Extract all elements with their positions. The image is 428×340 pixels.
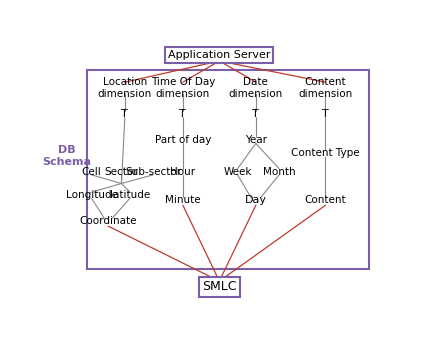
Text: T: T (122, 109, 128, 119)
Text: Part of day: Part of day (155, 135, 211, 145)
Text: Application Server: Application Server (168, 50, 270, 60)
Text: Content Type: Content Type (291, 148, 360, 158)
Text: T: T (322, 109, 329, 119)
Text: latitude: latitude (110, 190, 150, 200)
Text: Hour: Hour (170, 167, 196, 177)
Text: Month: Month (263, 167, 295, 177)
Text: Cell: Cell (82, 167, 101, 177)
Text: Date
dimension: Date dimension (229, 77, 283, 99)
Text: Coordinate: Coordinate (80, 217, 137, 226)
Text: Longitude: Longitude (65, 190, 118, 200)
Text: Sub-sector: Sub-sector (125, 167, 181, 177)
Text: Location
dimension: Location dimension (98, 77, 152, 99)
Text: Week: Week (223, 167, 252, 177)
Text: Time Of Day
dimension: Time Of Day dimension (151, 77, 215, 99)
Text: Content
dimension: Content dimension (298, 77, 353, 99)
Text: T: T (253, 109, 259, 119)
Text: Minute: Minute (165, 195, 201, 205)
Text: Sector: Sector (105, 167, 138, 177)
Text: DB
Schema: DB Schema (42, 145, 91, 167)
Text: Day: Day (245, 195, 267, 205)
Text: Content: Content (305, 195, 346, 205)
Text: T: T (179, 109, 186, 119)
FancyBboxPatch shape (86, 70, 369, 269)
Text: SMLC: SMLC (202, 280, 237, 293)
Text: Year: Year (245, 135, 267, 145)
